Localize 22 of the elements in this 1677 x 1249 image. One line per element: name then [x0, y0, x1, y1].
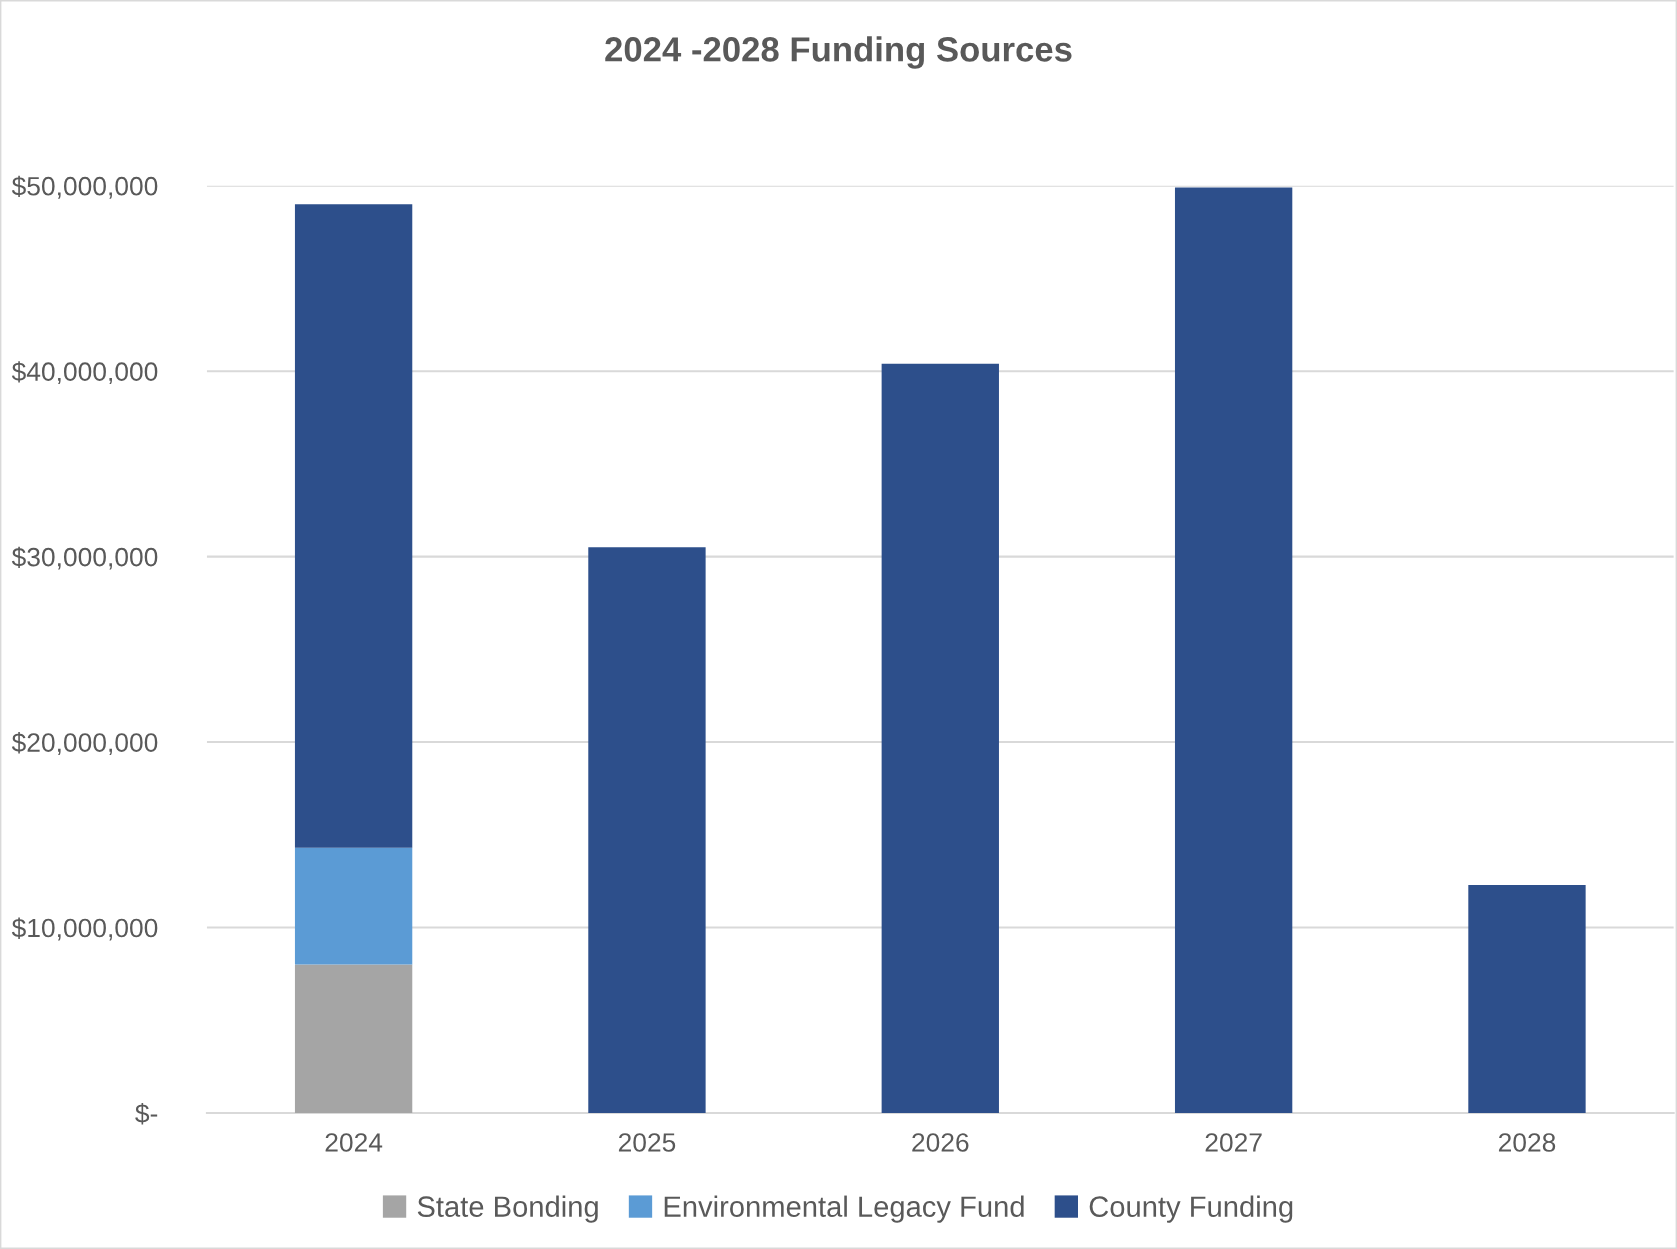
y-tick-label: $20,000,000: [11, 732, 158, 756]
bar: [294, 964, 413, 1113]
bar: [294, 847, 413, 965]
y-tick-label: $10,000,000: [11, 917, 158, 941]
x-tick-label: 2026: [912, 1133, 969, 1152]
legend-label: Environmental Legacy Fund: [664, 1195, 1024, 1223]
legend-label: County Funding: [1089, 1195, 1293, 1223]
legend-label: State Bonding: [417, 1195, 598, 1223]
x-tick-label: 2024: [325, 1133, 383, 1152]
bar: [1174, 187, 1293, 1113]
y-tick-label: $30,000,000: [11, 546, 158, 570]
bar: [588, 547, 706, 1113]
bar: [1468, 884, 1586, 1113]
x-tick-label: 2028: [1498, 1133, 1556, 1152]
chart-title: 2024 -2028 Funding Sources: [605, 36, 1072, 69]
bar: [294, 204, 413, 848]
y-tick-label: $-: [135, 1103, 158, 1125]
y-tick-label: $40,000,000: [11, 361, 158, 385]
bar: [881, 363, 999, 1113]
x-tick-label: 2027: [1205, 1133, 1262, 1152]
x-tick-label: 2025: [618, 1133, 676, 1152]
y-tick-label: $50,000,000: [11, 175, 158, 199]
